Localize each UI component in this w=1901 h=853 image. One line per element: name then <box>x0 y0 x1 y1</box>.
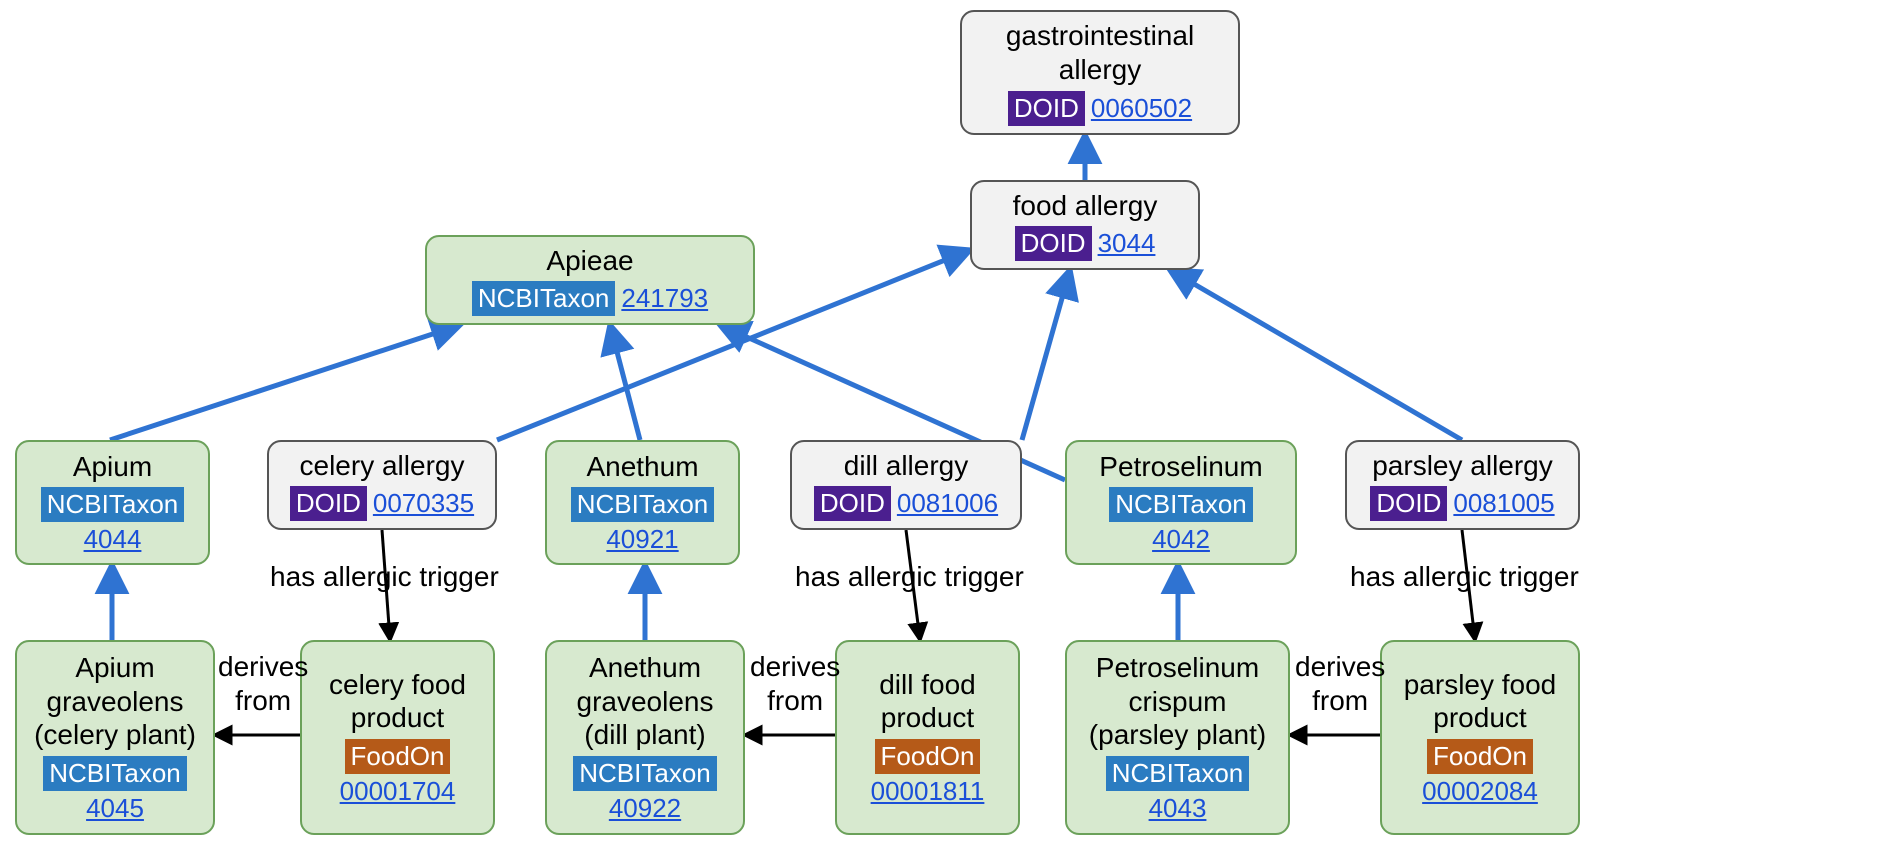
node-petrocris: Petroselinum crispum (parsley plant)NCBI… <box>1065 640 1290 835</box>
node-petro: PetroselinumNCBITaxon4042 <box>1065 440 1297 565</box>
node-title: Anethum <box>586 450 698 484</box>
node-celfood: celery food productFoodOn00001704 <box>300 640 495 835</box>
ontology-id-link[interactable]: 241793 <box>621 283 708 314</box>
ontology-id-link[interactable]: 4045 <box>86 793 144 824</box>
node-title: food allergy <box>1013 189 1158 223</box>
ontology-tag: NCBITaxon <box>1109 487 1253 522</box>
ontology-row: DOID3044 <box>1015 226 1156 261</box>
ontology-row: NCBITaxon40922 <box>573 756 717 824</box>
edge-label: has allergic trigger <box>270 560 499 594</box>
ontology-row: NCBITaxon40921 <box>571 487 715 555</box>
ontology-id-link[interactable]: 40922 <box>609 793 681 824</box>
ontology-row: NCBITaxon4045 <box>43 756 187 824</box>
ontology-id-link[interactable]: 0081005 <box>1453 488 1554 519</box>
node-title: parsley allergy <box>1372 449 1553 483</box>
node-title: Apium graveolens (celery plant) <box>34 651 196 752</box>
node-title: dill allergy <box>844 449 969 483</box>
ontology-row: NCBITaxon4042 <box>1109 487 1253 555</box>
ontology-row: NCBITaxon241793 <box>472 281 708 316</box>
ontology-id-link[interactable]: 00002084 <box>1422 776 1538 807</box>
ontology-row: NCBITaxon4043 <box>1106 756 1250 824</box>
node-parsfood: parsley food productFoodOn00002084 <box>1380 640 1580 835</box>
ontology-row: NCBITaxon4044 <box>41 487 185 555</box>
node-apiumgrav: Apium graveolens (celery plant)NCBITaxon… <box>15 640 215 835</box>
node-foodallergy: food allergyDOID3044 <box>970 180 1200 270</box>
ontology-id-link[interactable]: 0060502 <box>1091 93 1192 124</box>
ontology-id-link[interactable]: 0081006 <box>897 488 998 519</box>
ontology-id-link[interactable]: 4044 <box>84 524 142 555</box>
node-title: Petroselinum crispum (parsley plant) <box>1089 651 1266 752</box>
node-title: gastrointestinal allergy <box>1006 19 1194 86</box>
ontology-tag: FoodOn <box>1427 739 1533 774</box>
node-title: Petroselinum <box>1099 450 1262 484</box>
ontology-tag: FoodOn <box>875 739 981 774</box>
ontology-id-link[interactable]: 00001811 <box>871 776 985 807</box>
node-title: celery food product <box>329 668 466 735</box>
edge <box>110 325 460 440</box>
ontology-id-link[interactable]: 4042 <box>1152 524 1210 555</box>
node-title: celery allergy <box>300 449 465 483</box>
ontology-id-link[interactable]: 4043 <box>1149 793 1207 824</box>
ontology-tag: NCBITaxon <box>573 756 717 791</box>
node-title: Apieae <box>546 244 633 278</box>
node-gastro: gastrointestinal allergy DOID0060502 <box>960 10 1240 135</box>
ontology-id-link[interactable]: 40921 <box>606 524 678 555</box>
node-apium: ApiumNCBITaxon4044 <box>15 440 210 565</box>
ontology-row: FoodOn00001811 <box>871 739 985 807</box>
node-title: dill food product <box>879 668 976 735</box>
node-celallergy: celery allergyDOID0070335 <box>267 440 497 530</box>
ontology-id-link[interactable]: 3044 <box>1098 228 1156 259</box>
ontology-row: FoodOn00001704 <box>340 739 456 807</box>
ontology-tag: NCBITaxon <box>571 487 715 522</box>
edge-label: derives from <box>750 650 840 717</box>
edge-label: has allergic trigger <box>1350 560 1579 594</box>
edge <box>1170 270 1462 440</box>
node-anethgrav: Anethum graveolens (dill plant)NCBITaxon… <box>545 640 745 835</box>
edge-label: has allergic trigger <box>795 560 1024 594</box>
node-title: Anethum graveolens (dill plant) <box>577 651 714 752</box>
ontology-tag: DOID <box>1370 486 1447 521</box>
ontology-row: DOID0081006 <box>814 486 998 521</box>
ontology-tag: DOID <box>1015 226 1092 261</box>
node-title: parsley food product <box>1404 668 1557 735</box>
ontology-id-link[interactable]: 00001704 <box>340 776 456 807</box>
ontology-row: DOID0081005 <box>1370 486 1554 521</box>
edge <box>1022 270 1070 440</box>
edge-label: derives from <box>1295 650 1385 717</box>
edge-label: derives from <box>218 650 308 717</box>
ontology-tag: DOID <box>1008 91 1085 126</box>
node-title: Apium <box>73 450 152 484</box>
ontology-tag: NCBITaxon <box>472 281 616 316</box>
ontology-row: FoodOn00002084 <box>1422 739 1538 807</box>
node-dillallergy: dill allergyDOID0081006 <box>790 440 1022 530</box>
ontology-row: DOID0060502 <box>1008 91 1192 126</box>
node-apieae: ApieaeNCBITaxon241793 <box>425 235 755 325</box>
ontology-tag: FoodOn <box>345 739 451 774</box>
ontology-id-link[interactable]: 0070335 <box>373 488 474 519</box>
ontology-tag: DOID <box>814 486 891 521</box>
node-anethum: AnethumNCBITaxon40921 <box>545 440 740 565</box>
ontology-tag: NCBITaxon <box>43 756 187 791</box>
ontology-tag: DOID <box>290 486 367 521</box>
node-dillfood: dill food productFoodOn00001811 <box>835 640 1020 835</box>
ontology-tag: NCBITaxon <box>41 487 185 522</box>
ontology-tag: NCBITaxon <box>1106 756 1250 791</box>
node-parallergy: parsley allergyDOID0081005 <box>1345 440 1580 530</box>
ontology-row: DOID0070335 <box>290 486 474 521</box>
edge <box>610 325 640 440</box>
